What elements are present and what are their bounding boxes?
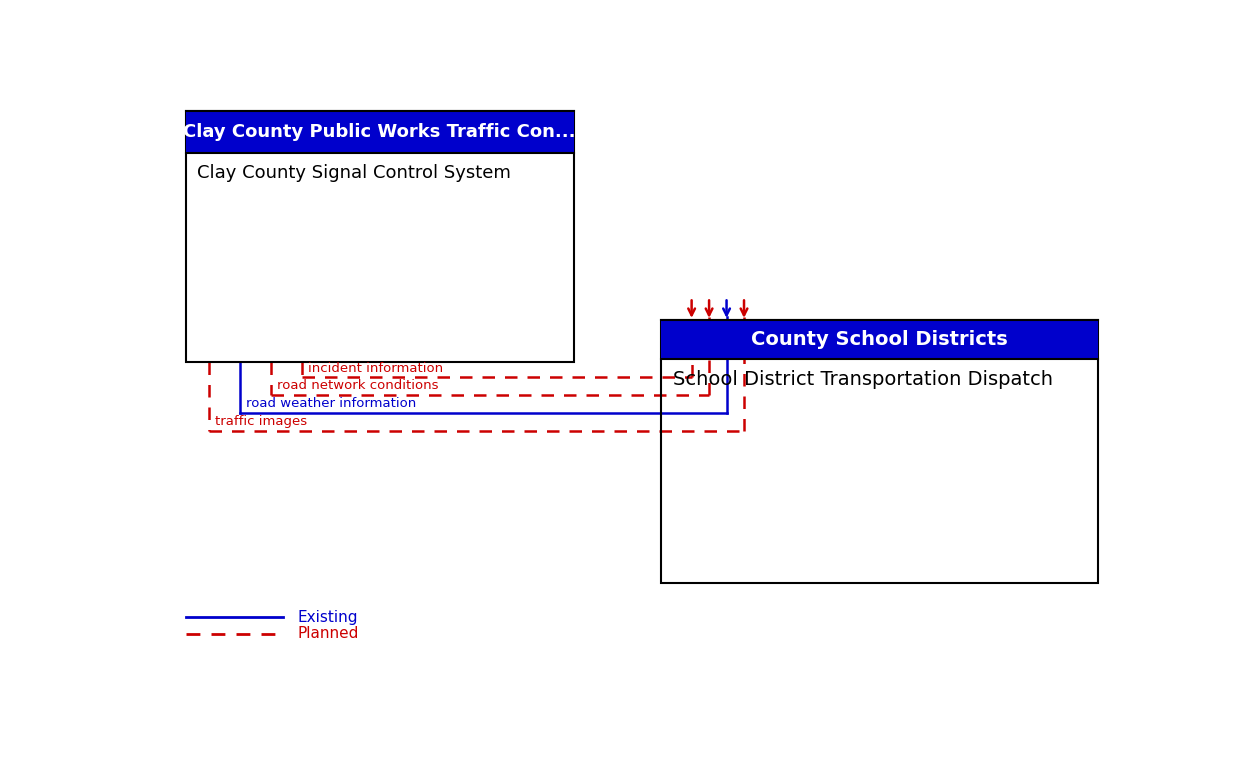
Text: Clay County Public Works Traffic Con...: Clay County Public Works Traffic Con... <box>184 123 576 141</box>
Text: road network conditions: road network conditions <box>277 379 438 393</box>
Text: Clay County Signal Control System: Clay County Signal Control System <box>198 164 511 182</box>
Bar <box>185 111 573 153</box>
Text: School District Transportation Dispatch: School District Transportation Dispatch <box>672 370 1053 389</box>
Text: traffic images: traffic images <box>215 415 307 428</box>
Text: road weather information: road weather information <box>245 397 416 411</box>
Text: Planned: Planned <box>297 626 358 642</box>
Bar <box>661 320 1098 359</box>
Text: Existing: Existing <box>297 610 358 625</box>
Bar <box>661 320 1098 583</box>
Text: incident information: incident information <box>308 362 443 375</box>
Text: County School Districts: County School Districts <box>751 330 1008 349</box>
Bar <box>185 111 573 362</box>
